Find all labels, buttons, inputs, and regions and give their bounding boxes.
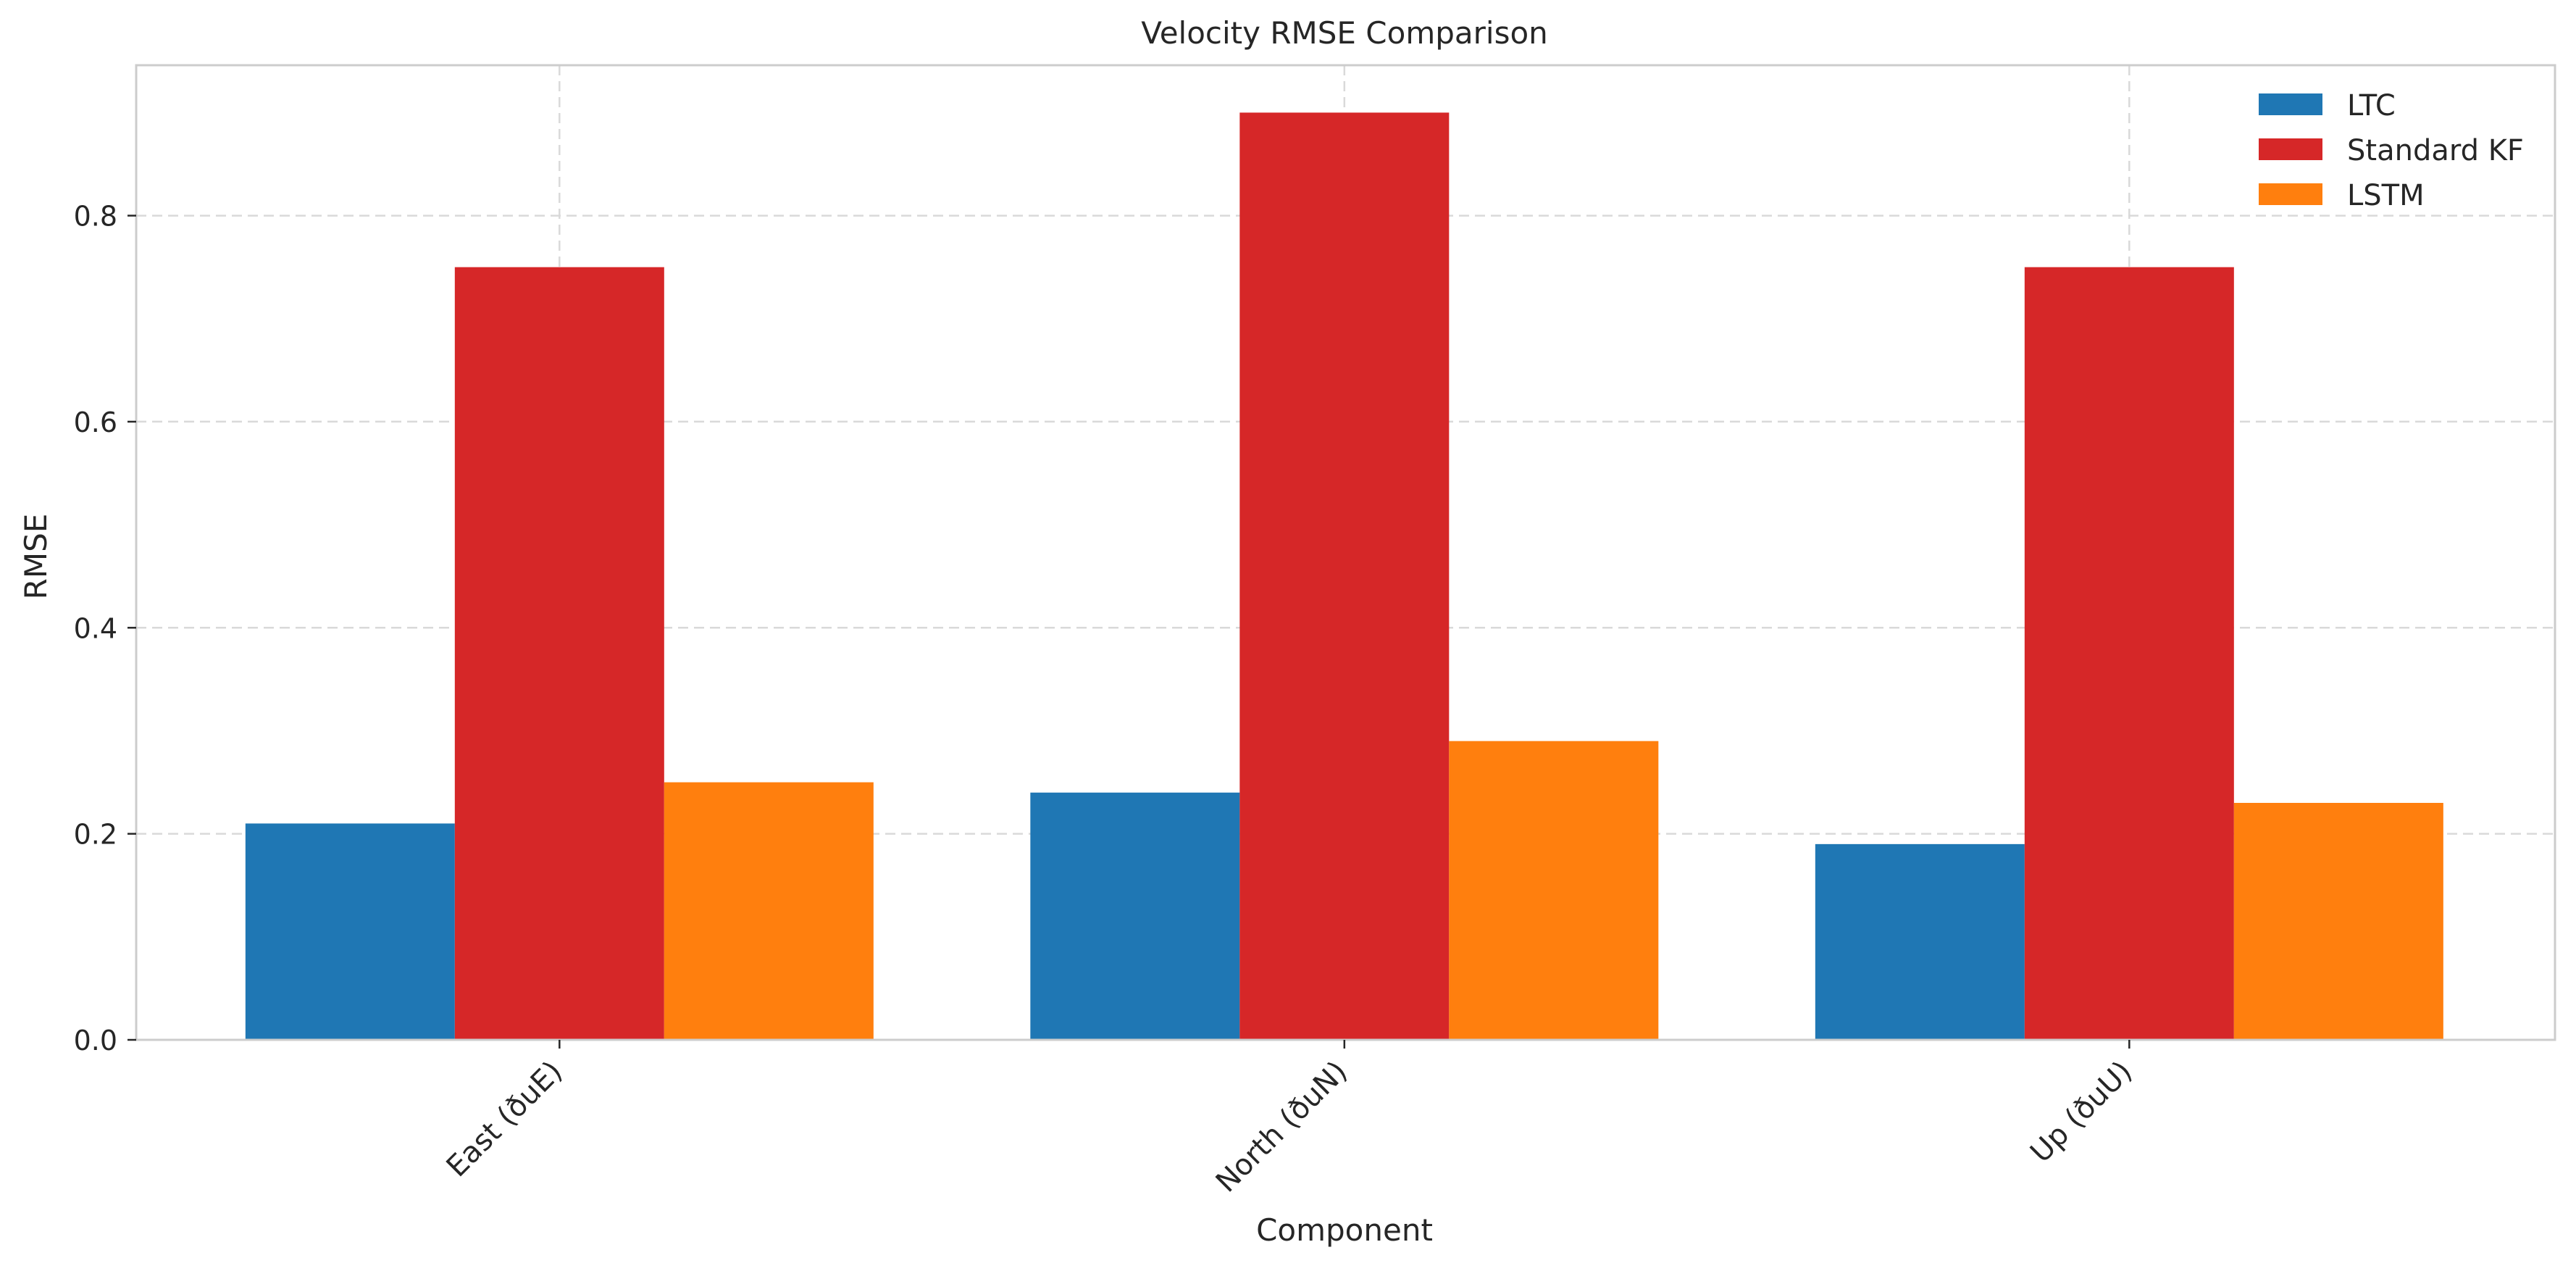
- x-axis: East (ðuE) North (ðuN) Up (ðuU): [440, 1040, 2138, 1199]
- bar-standard-kf: [2024, 267, 2234, 1040]
- bar-lstm: [664, 782, 874, 1040]
- x-tick-label: East (ðuE): [440, 1055, 569, 1184]
- legend-swatch: [2259, 138, 2322, 160]
- bar-ltc: [1815, 843, 2025, 1040]
- plot-frame: [135, 64, 2556, 1041]
- y-axis: 0.0 0.2 0.4 0.6 0.8: [74, 201, 136, 1057]
- bar-ltc: [1030, 792, 1240, 1040]
- y-tick-label: 0.6: [74, 407, 117, 438]
- chart-title: Velocity RMSE Comparison: [1141, 15, 1548, 51]
- bar-standard-kf: [1239, 112, 1450, 1040]
- legend-label: LSTM: [2347, 179, 2425, 212]
- bar-standard-kf: [454, 267, 664, 1040]
- y-tick-label: 0.4: [74, 612, 117, 644]
- y-axis-label: RMSE: [18, 514, 54, 600]
- x-axis-label: Component: [1256, 1212, 1433, 1248]
- bar-ltc: [245, 823, 455, 1040]
- y-tick-label: 0.8: [74, 201, 117, 233]
- x-tick-label: North (ðuN): [1210, 1055, 1354, 1199]
- legend-label: LTC: [2347, 89, 2396, 122]
- legend-swatch: [2259, 93, 2322, 115]
- legend-label: Standard KF: [2347, 134, 2524, 167]
- bars: [245, 112, 2443, 1040]
- legend-swatch: [2259, 183, 2322, 205]
- y-tick-label: 0.2: [74, 819, 117, 851]
- bar-lstm: [2233, 802, 2443, 1040]
- y-tick-label: 0.0: [74, 1025, 117, 1057]
- bar-lstm: [1449, 741, 1659, 1040]
- x-tick-label: Up (ðuU): [2024, 1055, 2138, 1170]
- legend: LTC Standard KF LSTM: [2259, 89, 2524, 212]
